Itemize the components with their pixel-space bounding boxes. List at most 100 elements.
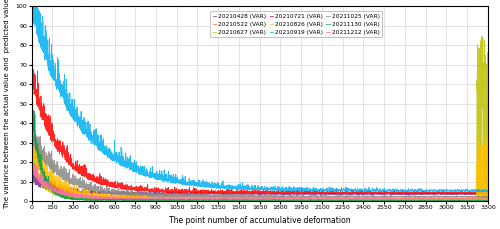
20210721 (VAR) <box>454 192 460 194</box>
Line: 20210919 (VAR): 20210919 (VAR) <box>32 6 488 191</box>
20210919 (VAR) <box>485 190 491 193</box>
20211130 (VAR) <box>414 199 420 202</box>
20210826 (VAR) <box>297 197 303 200</box>
20210919 (VAR) <box>466 190 471 193</box>
Line: 20211130 (VAR): 20211130 (VAR) <box>32 101 488 201</box>
20210627 (VAR) <box>443 198 449 201</box>
20210826 (VAR) <box>485 134 491 137</box>
X-axis label: The point number of accumulative deformation: The point number of accumulative deforma… <box>169 216 350 225</box>
20210522 (VAR) <box>443 198 449 201</box>
20210721 (VAR) <box>29 48 35 51</box>
20210919 (VAR) <box>297 189 303 192</box>
20211025 (VAR) <box>485 196 491 199</box>
20210826 (VAR) <box>133 198 139 200</box>
20210522 (VAR) <box>297 197 303 200</box>
20211130 (VAR) <box>133 198 139 201</box>
20211130 (VAR) <box>29 99 35 102</box>
20211130 (VAR) <box>485 199 491 202</box>
20210627 (VAR) <box>133 197 139 200</box>
20210919 (VAR) <box>29 5 35 8</box>
20210826 (VAR) <box>360 198 366 201</box>
20211212 (VAR) <box>28 167 34 170</box>
20210428 (VAR) <box>133 191 139 194</box>
20210826 (VAR) <box>443 197 449 200</box>
20211212 (VAR) <box>443 198 449 200</box>
Line: 20211025 (VAR): 20211025 (VAR) <box>32 115 488 197</box>
20210826 (VAR) <box>28 139 34 142</box>
20210522 (VAR) <box>30 134 36 137</box>
20211130 (VAR) <box>454 199 460 202</box>
20210919 (VAR) <box>142 173 148 175</box>
Line: 20210428 (VAR): 20210428 (VAR) <box>32 163 488 194</box>
20210428 (VAR) <box>32 162 38 164</box>
20211025 (VAR) <box>28 141 34 144</box>
20211130 (VAR) <box>142 199 148 202</box>
20210721 (VAR) <box>297 192 303 194</box>
20211212 (VAR) <box>485 198 491 201</box>
20210627 (VAR) <box>142 199 148 201</box>
20211025 (VAR) <box>474 196 480 199</box>
20211025 (VAR) <box>297 195 303 198</box>
20211212 (VAR) <box>29 158 35 161</box>
20211025 (VAR) <box>443 196 449 199</box>
20211212 (VAR) <box>474 198 480 200</box>
Legend: 20210428 (VAR), 20210522 (VAR), 20210627 (VAR), 20210721 (VAR), 20210826 (VAR), : 20210428 (VAR), 20210522 (VAR), 20210627… <box>210 11 382 37</box>
20211025 (VAR) <box>142 192 148 195</box>
Line: 20210522 (VAR): 20210522 (VAR) <box>32 136 488 199</box>
20210627 (VAR) <box>454 199 460 202</box>
Line: 20210721 (VAR): 20210721 (VAR) <box>32 49 488 193</box>
20210522 (VAR) <box>133 196 139 199</box>
20210627 (VAR) <box>297 198 303 201</box>
20210721 (VAR) <box>474 191 480 194</box>
20210826 (VAR) <box>30 115 36 118</box>
20210919 (VAR) <box>454 190 460 193</box>
20211130 (VAR) <box>28 118 34 120</box>
20211025 (VAR) <box>422 196 428 199</box>
20210721 (VAR) <box>444 192 450 195</box>
20211212 (VAR) <box>142 198 148 200</box>
20210627 (VAR) <box>398 199 404 202</box>
20211130 (VAR) <box>297 199 303 202</box>
20211212 (VAR) <box>454 198 460 200</box>
20211130 (VAR) <box>443 199 449 202</box>
20210428 (VAR) <box>485 192 491 195</box>
20210826 (VAR) <box>474 197 480 200</box>
20210721 (VAR) <box>485 192 491 194</box>
20210919 (VAR) <box>443 189 449 191</box>
20210428 (VAR) <box>454 192 460 195</box>
20210522 (VAR) <box>28 149 34 151</box>
20211025 (VAR) <box>454 195 460 198</box>
20210627 (VAR) <box>485 87 491 90</box>
20210919 (VAR) <box>28 13 34 16</box>
20211025 (VAR) <box>32 113 38 116</box>
20210522 (VAR) <box>474 198 480 200</box>
20210721 (VAR) <box>28 85 34 88</box>
20210721 (VAR) <box>142 186 148 189</box>
20210826 (VAR) <box>142 196 148 199</box>
20211025 (VAR) <box>133 193 139 196</box>
20210428 (VAR) <box>443 193 449 196</box>
20210826 (VAR) <box>454 197 460 200</box>
Line: 20211212 (VAR): 20211212 (VAR) <box>32 159 488 199</box>
20210428 (VAR) <box>298 193 304 196</box>
20210721 (VAR) <box>443 192 449 195</box>
20211212 (VAR) <box>299 198 305 201</box>
20210428 (VAR) <box>28 180 34 183</box>
20210627 (VAR) <box>28 159 34 162</box>
Line: 20210627 (VAR): 20210627 (VAR) <box>32 36 488 200</box>
20210627 (VAR) <box>479 35 485 38</box>
20210522 (VAR) <box>454 197 460 200</box>
20210522 (VAR) <box>485 198 491 200</box>
20210919 (VAR) <box>133 166 139 168</box>
Line: 20210826 (VAR): 20210826 (VAR) <box>32 117 488 199</box>
20211212 (VAR) <box>133 198 139 200</box>
20210428 (VAR) <box>142 192 148 195</box>
20210721 (VAR) <box>133 185 139 188</box>
20210522 (VAR) <box>202 198 207 201</box>
20210522 (VAR) <box>142 197 148 200</box>
20211130 (VAR) <box>474 199 480 202</box>
20210428 (VAR) <box>297 193 303 195</box>
20211212 (VAR) <box>297 198 303 200</box>
20210919 (VAR) <box>474 190 480 192</box>
20210428 (VAR) <box>474 193 480 195</box>
